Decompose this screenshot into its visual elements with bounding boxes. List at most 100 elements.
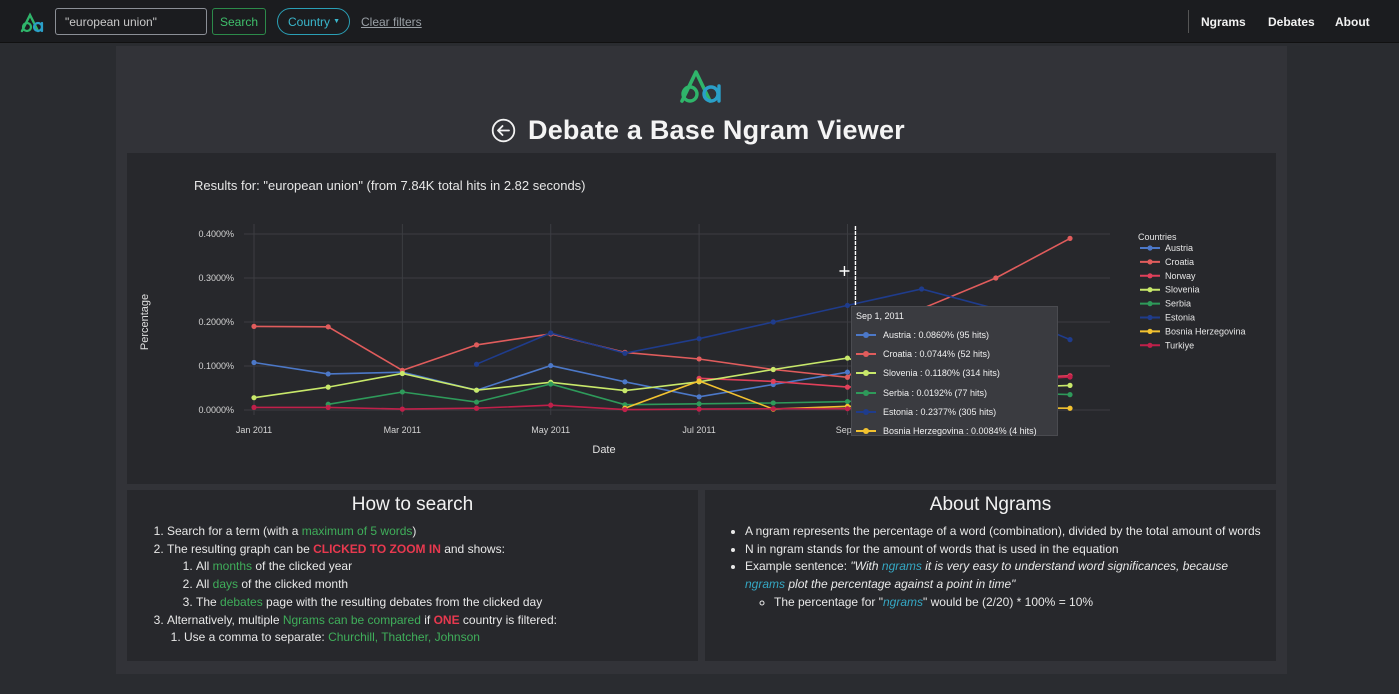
data-point	[325, 404, 331, 410]
ngram-line-chart[interactable]: 0.0000% 0.1000% 0.2000% 0.3000% 0.4000% Jan 2…	[127, 153, 1276, 484]
data-point	[993, 275, 999, 281]
logo-icon[interactable]	[20, 12, 46, 34]
list-item: The debates page with the resulting deba…	[196, 594, 687, 612]
y-axis-title: Percentage	[139, 294, 151, 350]
list-item: All days of the clicked month	[196, 576, 687, 594]
tooltip-swatch	[854, 349, 878, 359]
data-point	[844, 355, 851, 361]
data-point	[473, 361, 480, 367]
x-axis-title: Date	[592, 444, 615, 456]
clear-filters-link[interactable]: Clear filters	[361, 15, 422, 29]
list-item: Alternatively, multiple Ngrams can be co…	[167, 612, 687, 647]
y-tick-label: 0.1000%	[198, 361, 234, 371]
how-to-search-card: How to search Search for a term (with a …	[127, 490, 698, 661]
x-tick-label: Sep 2	[836, 425, 860, 435]
list-item: Use a comma to separate: Churchill, That…	[184, 629, 687, 647]
data-point	[622, 406, 628, 413]
data-point	[1067, 337, 1073, 343]
data-point	[399, 370, 405, 377]
data-point	[251, 395, 257, 401]
data-point	[251, 404, 257, 410]
nav-link-ngrams[interactable]: Ngrams	[1201, 15, 1246, 29]
legend-entry: Turkiye	[1165, 340, 1194, 350]
legend-marker	[1147, 301, 1153, 307]
about-ngrams-title: About Ngrams	[929, 494, 1052, 515]
search-input[interactable]	[55, 8, 207, 35]
tooltip-text: Slovenia : 0.1180% (314 hits)	[883, 368, 1000, 379]
data-point	[622, 379, 628, 385]
data-point	[251, 359, 257, 366]
data-point	[251, 323, 257, 329]
legend-entry: Slovenia	[1165, 285, 1200, 295]
list-item: A ngram represents the percentage of a w…	[745, 523, 1267, 541]
data-point	[770, 378, 776, 384]
tooltip-date: Sep 1, 2011	[856, 311, 904, 321]
legend-entry: Serbia	[1165, 299, 1191, 309]
data-point	[696, 336, 702, 342]
list-item: Example sentence: "With ngrams it is ver…	[745, 558, 1267, 611]
x-tick-label: Mar 2011	[384, 425, 421, 435]
data-point	[844, 374, 851, 380]
tooltip-text: Austria : 0.0860% (95 hits)	[883, 329, 990, 340]
list-item: Search for a term (with a maximum of 5 w…	[167, 523, 687, 541]
y-tick-label: 0.4000%	[198, 229, 234, 239]
tooltip-swatch	[854, 426, 878, 436]
tooltip-swatch	[854, 368, 878, 378]
crosshair-cursor-icon	[839, 266, 850, 276]
how-to-search-title: How to search	[351, 494, 474, 515]
nav-link-debates[interactable]: Debates	[1268, 15, 1315, 29]
data-point	[696, 394, 702, 400]
legend-marker	[1147, 328, 1153, 334]
hover-tooltip: Sep 1, 2011 Austria : 0.0860% (95 hits) C…	[851, 306, 1058, 436]
legend-entry: Croatia	[1165, 257, 1194, 267]
tooltip-row: Slovenia : 0.1180% (314 hits)	[854, 364, 1055, 383]
data-point	[919, 286, 925, 292]
data-point	[844, 406, 851, 412]
list-item: N in ngram stands for the amount of word…	[745, 541, 1267, 559]
data-point	[399, 389, 405, 395]
data-point	[325, 384, 331, 390]
legend-marker	[1147, 287, 1153, 293]
back-arrow-icon[interactable]	[491, 118, 516, 143]
data-point	[1067, 392, 1073, 398]
data-point	[770, 400, 776, 406]
legend-marker	[1147, 259, 1153, 265]
tooltip-text: Estonia : 0.2377% (305 hits)	[883, 406, 997, 417]
data-point	[696, 406, 702, 412]
app-logo-icon	[680, 70, 721, 103]
data-point	[622, 350, 628, 356]
legend-marker	[1147, 245, 1153, 251]
data-point	[696, 378, 702, 384]
legend-marker	[1147, 314, 1153, 321]
nav-link-about[interactable]: About	[1335, 15, 1370, 29]
country-dropdown-label: Country	[288, 14, 331, 29]
how-to-list: Search for a term (with a maximum of 5 w…	[167, 523, 687, 647]
chart-card	[127, 153, 1276, 484]
about-list: A ngram represents the percentage of a w…	[745, 523, 1267, 612]
tooltip-row: Bosnia Herzegovina : 0.0084% (4 hits)	[854, 421, 1055, 440]
data-point	[473, 399, 480, 405]
legend-entry: Austria	[1165, 243, 1193, 253]
list-item: All months of the clicked year	[196, 558, 687, 576]
list-item: The resulting graph can be CLICKED TO ZO…	[167, 541, 687, 612]
about-ngrams-card: About Ngrams A ngram represents the perc…	[705, 490, 1276, 661]
caret-down-icon: ▼	[333, 18, 340, 25]
search-button[interactable]: Search	[212, 8, 266, 35]
y-tick-label: 0.0000%	[198, 405, 234, 415]
results-summary: Results for: "european union" (from 7.84…	[194, 178, 586, 193]
legend-entry: Estonia	[1165, 313, 1195, 323]
x-tick-label: May 2011	[531, 425, 570, 435]
data-point	[548, 330, 554, 336]
tooltip-row: Estonia : 0.2377% (305 hits)	[854, 402, 1055, 421]
country-dropdown[interactable]: Country ▼	[277, 8, 350, 35]
data-point	[473, 387, 480, 393]
tooltip-text: Croatia : 0.0744% (52 hits)	[883, 348, 991, 359]
data-point	[770, 366, 776, 373]
legend-entry: Norway	[1165, 271, 1196, 281]
list-item: The percentage for "ngrams" would be (2/…	[774, 594, 1267, 612]
data-point	[1067, 374, 1073, 380]
data-point	[770, 406, 776, 412]
tooltip-row: Austria : 0.0860% (95 hits)	[854, 325, 1055, 344]
data-point	[548, 362, 554, 369]
legend-marker	[1147, 273, 1153, 279]
